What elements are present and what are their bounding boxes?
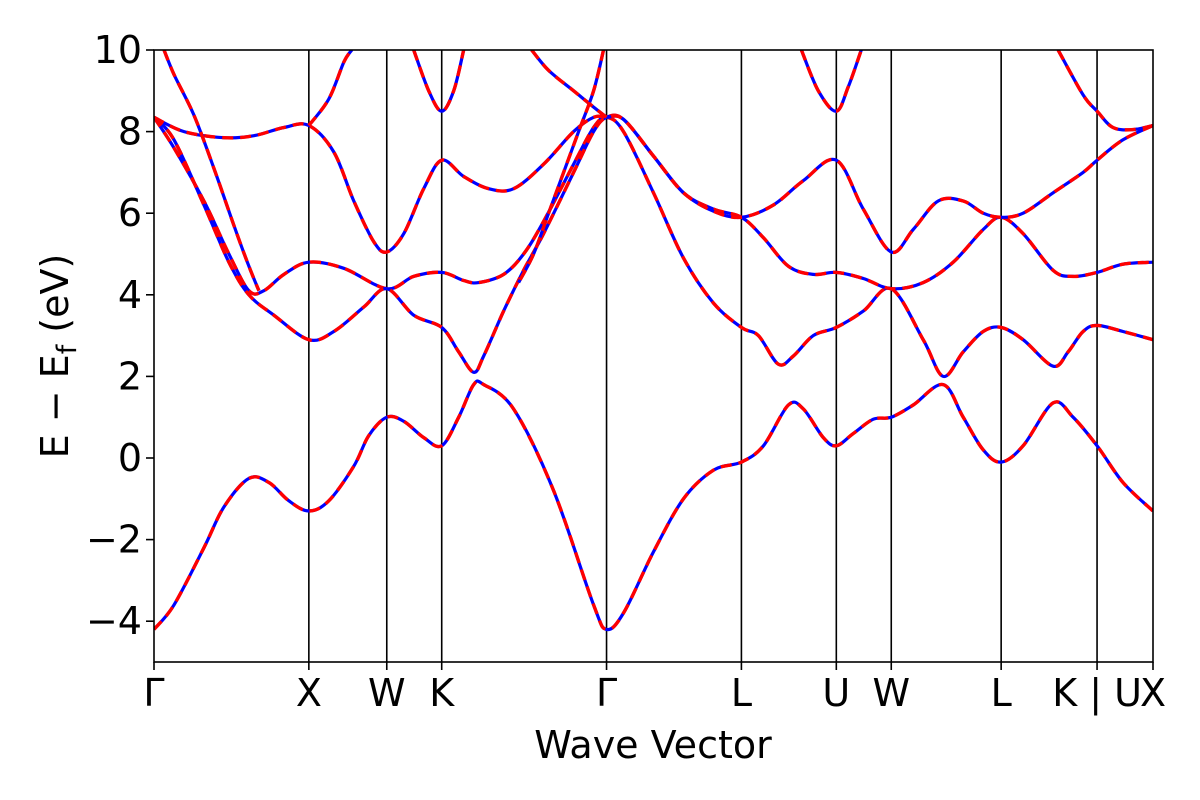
band-10-spin-up xyxy=(1056,50,1153,132)
y-tick-label: 6 xyxy=(118,191,142,235)
y-axis-label-subscript: f xyxy=(52,343,83,354)
y-tick-label: 4 xyxy=(118,273,142,317)
bands xyxy=(154,50,1153,632)
kpoint-lines xyxy=(308,50,1098,662)
x-tick-label: L xyxy=(731,671,752,715)
plot-area xyxy=(153,49,1154,663)
x-tick-label: K xyxy=(429,671,455,715)
y-axis-label-unit: (eV) xyxy=(33,254,77,345)
x-tick-label: U xyxy=(822,671,850,715)
band-5-spin-up xyxy=(307,50,354,127)
band-3-spin-up xyxy=(154,114,1153,255)
y-axis-ticks: −4 −2 0 2 4 6 8 10 xyxy=(86,28,154,643)
y-tick-label: 10 xyxy=(94,28,142,72)
band-9-spin-up xyxy=(799,50,863,113)
y-tick-label: −4 xyxy=(86,599,142,643)
y-axis-label: E − Ef (eV) xyxy=(33,254,83,459)
plot-background xyxy=(154,50,1153,662)
x-tick-label: Γ xyxy=(596,671,617,715)
y-tick-label: 8 xyxy=(118,110,142,154)
y-tick-label: 0 xyxy=(118,436,142,480)
plot-frame xyxy=(153,49,1154,663)
x-tick-label: W xyxy=(872,671,910,715)
x-tick-label: Γ xyxy=(143,671,164,715)
band-1-spin-up xyxy=(154,115,1153,379)
x-tick-label: X xyxy=(296,671,322,715)
x-tick-label: K | U xyxy=(1052,671,1142,716)
x-tick-label: W xyxy=(368,671,406,715)
band-4-spin-up xyxy=(162,50,261,292)
band-0-spin-up xyxy=(154,379,1153,632)
x-tick-label: X xyxy=(1140,671,1166,715)
x-axis-label: Wave Vector xyxy=(534,723,772,767)
band-7-spin-up xyxy=(530,50,608,119)
x-tick-label: L xyxy=(991,671,1012,715)
y-axis-label-main: E − E xyxy=(33,354,77,458)
y-tick-label: −2 xyxy=(86,518,142,562)
band-6-spin-down xyxy=(412,50,466,113)
band-8-spin-up xyxy=(517,50,606,284)
y-tick-label: 2 xyxy=(118,354,142,398)
